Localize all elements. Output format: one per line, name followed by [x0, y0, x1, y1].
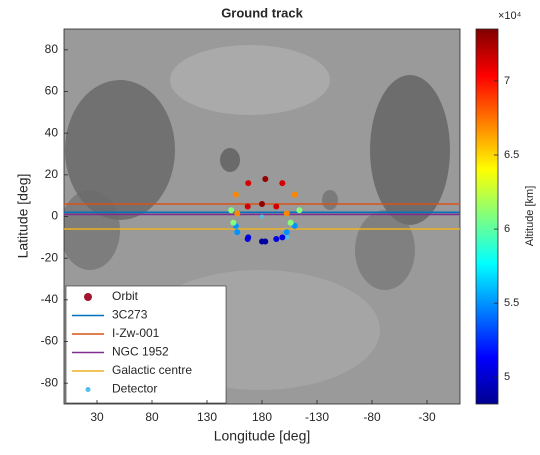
y-axis-label: Latitude [deg]: [15, 174, 31, 259]
series-point: [259, 201, 265, 207]
x-tick-label: 30: [90, 410, 104, 424]
colorbar-tick-label: 5: [504, 371, 510, 383]
series-point: [230, 220, 236, 226]
chart-title: Ground track: [221, 5, 303, 20]
legend-label: NGC 1952: [112, 345, 169, 359]
legend-label: Detector: [112, 382, 157, 396]
colorbar-tick-label: 6.5: [504, 149, 519, 161]
x-tick-label: 130: [197, 410, 217, 424]
colorbar-tick-label: 5.5: [504, 297, 519, 309]
y-tick-label: -20: [41, 250, 59, 264]
series-point: [259, 239, 265, 245]
x-axis-label: Longitude [deg]: [214, 428, 311, 444]
colorbar-tick-label: 7: [504, 75, 510, 87]
y-tick-label: 20: [45, 167, 59, 181]
series-point: [284, 210, 290, 216]
series-point: [245, 180, 251, 186]
legend-swatch: [84, 293, 92, 301]
series-point: [234, 229, 240, 235]
y-tick-label: -40: [41, 292, 59, 306]
series-point: [273, 204, 279, 210]
legend-label: Galactic centre: [112, 363, 192, 377]
series-point: [273, 236, 279, 242]
chart: Ground track Longitude [deg] Latitude [d…: [0, 0, 540, 450]
series-point: [284, 229, 290, 235]
series-point: [292, 192, 298, 198]
y-tick-label: -80: [41, 375, 59, 389]
colorbar-tick-label: 6: [504, 223, 510, 235]
legend-swatch: [86, 387, 91, 392]
colorbar-exponent: ×10⁴: [498, 10, 522, 22]
series-point: [279, 234, 285, 240]
series-point: [234, 210, 240, 216]
x-tick-label: 180: [252, 410, 272, 424]
y-tick-label: 60: [45, 84, 59, 98]
colorbar: [476, 29, 498, 404]
series-point: [233, 192, 239, 198]
series-point: [279, 180, 285, 186]
series-point: [262, 176, 268, 182]
x-tick-label: 80: [145, 410, 159, 424]
legend-label: 3C273: [112, 308, 148, 322]
colorbar-label: Altitude [km]: [524, 186, 536, 247]
y-tick-label: 0: [51, 209, 58, 223]
y-tick-label: -60: [41, 334, 59, 348]
series-point: [245, 236, 251, 242]
legend-label: I-Zw-001: [112, 326, 160, 340]
series-point: [285, 235, 289, 239]
series-point: [228, 207, 234, 213]
series-point: [260, 215, 264, 219]
y-tick-label: 40: [45, 125, 59, 139]
y-tick-label: 80: [45, 42, 59, 56]
series-point: [296, 207, 302, 213]
x-tick-label: -130: [305, 410, 329, 424]
series-point: [288, 220, 294, 226]
legend-label: Orbit: [112, 289, 139, 303]
x-tick-label: -80: [363, 410, 381, 424]
series-point: [245, 204, 251, 210]
x-tick-label: -30: [418, 410, 436, 424]
